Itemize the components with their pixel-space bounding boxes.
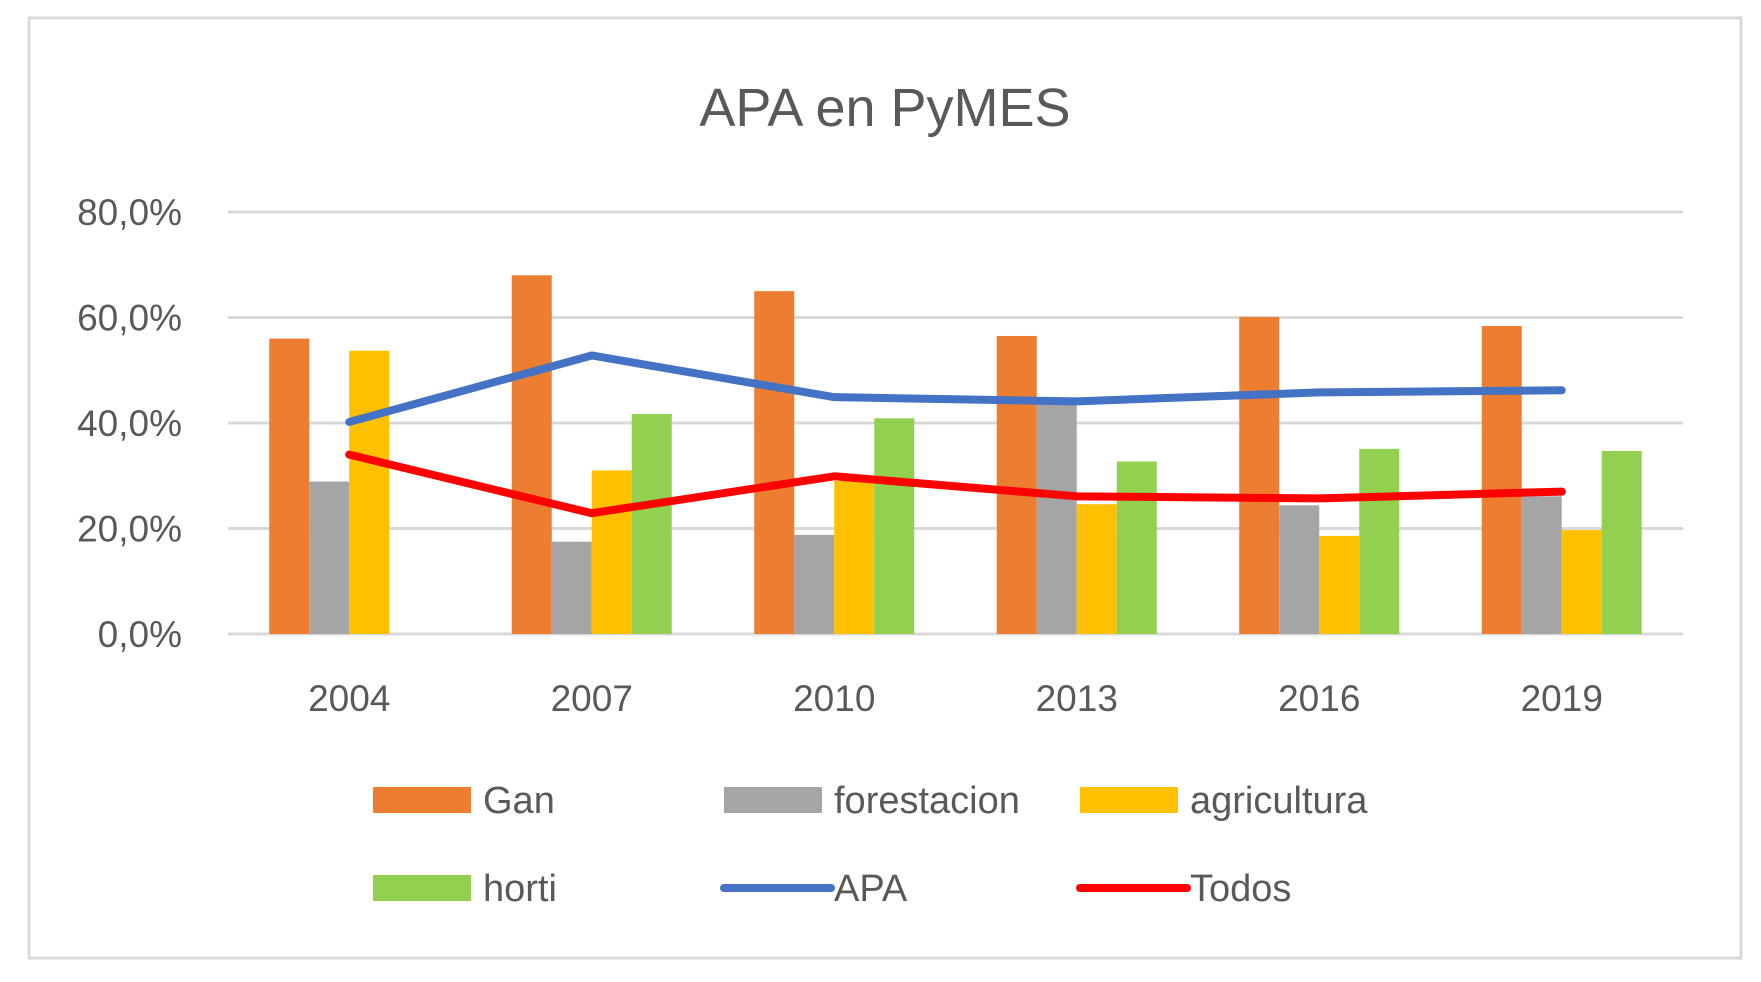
- x-tick-label: 2016: [1278, 678, 1360, 719]
- legend-swatch-gan: [373, 787, 471, 813]
- bar-horti: [631, 414, 672, 634]
- y-tick-label: 20,0%: [77, 509, 182, 550]
- legend-label-forestacion: forestacion: [834, 780, 1020, 822]
- bar-agricultura: [1561, 530, 1602, 634]
- y-tick-label: 60,0%: [77, 298, 182, 339]
- legend-swatch-agricultura: [1080, 787, 1178, 813]
- legend-label-horti: horti: [483, 868, 557, 910]
- line-apa: [345, 351, 1566, 426]
- x-tick-label: 2019: [1521, 678, 1603, 719]
- x-tick-label: 2013: [1036, 678, 1118, 719]
- bar-gan: [511, 275, 552, 634]
- y-tick-label: 0,0%: [98, 614, 182, 655]
- bar-gan: [1481, 325, 1522, 634]
- x-tick-label: 2010: [793, 678, 875, 719]
- bar-agricultura: [834, 481, 875, 634]
- bar-forestacion: [1279, 505, 1320, 634]
- bar-forestacion: [794, 534, 835, 634]
- bar-gan: [1239, 316, 1280, 634]
- bar-horti: [1116, 461, 1157, 634]
- bar-agricultura: [1076, 504, 1117, 634]
- bar-agricultura: [591, 470, 632, 634]
- bar-forestacion: [1521, 496, 1562, 634]
- bar-horti: [1601, 450, 1642, 634]
- bar-agricultura: [349, 350, 390, 634]
- bar-forestacion: [551, 541, 592, 634]
- bar-gan: [269, 338, 310, 634]
- chart-title: APA en PyMES: [699, 78, 1070, 138]
- line-todos: [345, 450, 1566, 518]
- legend-label-agricultura: agricultura: [1190, 780, 1368, 822]
- bar-horti: [1359, 448, 1400, 634]
- legend-swatch-forestacion: [724, 787, 822, 813]
- legend-label-apa: APA: [834, 868, 908, 910]
- x-tick-label: 2007: [551, 678, 633, 719]
- legend-label-gan: Gan: [483, 780, 555, 822]
- bar-forestacion: [309, 481, 350, 634]
- y-tick-label: 80,0%: [77, 192, 182, 233]
- bar-gan: [754, 291, 795, 634]
- bar-forestacion: [1036, 404, 1077, 634]
- bar-horti: [874, 418, 915, 634]
- legend-swatch-horti: [373, 875, 471, 901]
- legend-label-todos: Todos: [1190, 868, 1291, 910]
- x-tick-label: 2004: [308, 678, 390, 719]
- bar-agricultura: [1319, 535, 1360, 634]
- bar-gan: [996, 335, 1037, 634]
- y-tick-label: 40,0%: [77, 403, 182, 444]
